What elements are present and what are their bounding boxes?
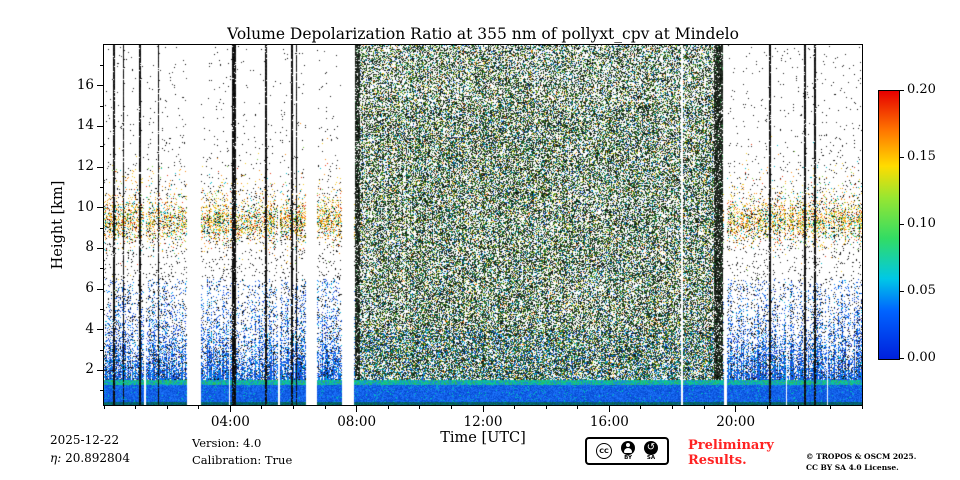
y-tick-label: 10 <box>76 198 94 215</box>
colorbar <box>878 90 900 360</box>
x-tick-label: 20:00 <box>716 414 756 430</box>
x-major-tick <box>229 406 231 412</box>
version-label: Version: 4.0 <box>192 436 262 450</box>
y-minor-tick <box>100 390 103 392</box>
x-minor-tick <box>293 406 294 409</box>
x-minor-tick <box>577 406 579 409</box>
x-minor-tick <box>198 406 200 409</box>
x-minor-tick <box>419 406 421 409</box>
y-tick-label: 12 <box>76 158 94 175</box>
colorbar-tick <box>900 89 904 91</box>
copyright-line2: CC BY SA 4.0 License. <box>806 462 899 472</box>
colorbar-tick-label: 0.00 <box>907 349 936 365</box>
x-tick-label: 12:00 <box>463 414 503 430</box>
person-icon <box>621 440 635 455</box>
person-head <box>626 443 630 448</box>
x-axis-label: Time [UTC] <box>440 430 526 446</box>
x-minor-tick <box>103 406 105 409</box>
colorbar-tick-label: 0.05 <box>907 282 936 298</box>
y-minor-tick <box>100 268 103 270</box>
colorbar-tick <box>900 290 904 292</box>
colorbar-tick <box>900 156 904 158</box>
copyright-note: © TROPOS & OSCM 2025. CC BY SA 4.0 Licen… <box>806 452 936 473</box>
cc-logo-circle: CC <box>596 443 612 459</box>
calibration-label: Calibration: True <box>192 453 293 467</box>
eta-value: 20.892804 <box>65 451 130 465</box>
date-label: 2025-12-22 <box>50 433 120 447</box>
y-major-tick <box>97 288 103 290</box>
x-minor-tick <box>387 406 389 409</box>
x-minor-tick <box>261 406 263 409</box>
x-tick-label: 04:00 <box>210 414 250 430</box>
eta-symbol: η: <box>50 451 62 465</box>
x-minor-tick <box>766 406 768 409</box>
cc-icon: CC <box>596 443 612 459</box>
x-minor-tick <box>672 406 673 409</box>
y-tick-label: 4 <box>85 320 94 337</box>
colorbar-tick-label: 0.10 <box>907 215 936 231</box>
colorbar-tick <box>900 357 904 359</box>
plot-area <box>103 44 863 406</box>
sa-circle: ↺ <box>644 440 658 455</box>
x-major-tick <box>482 406 484 412</box>
cc-by-icon: BY <box>621 440 635 462</box>
y-minor-tick <box>100 349 103 351</box>
person-body <box>624 447 632 453</box>
y-minor-tick <box>100 146 103 148</box>
y-tick-label: 16 <box>76 76 94 93</box>
colorbar-tick-label: 0.15 <box>907 148 936 164</box>
y-tick-label: 2 <box>85 361 94 378</box>
y-major-tick <box>97 207 103 209</box>
x-minor-tick <box>514 406 516 409</box>
x-minor-tick <box>861 406 863 409</box>
preliminary-results-note: Preliminary Results. <box>688 438 774 469</box>
x-minor-tick <box>324 406 326 409</box>
cc-sa-icon: ↺ SA <box>644 440 658 462</box>
sa-arrow-icon: ↺ <box>646 441 656 453</box>
x-tick-label: 16:00 <box>589 414 629 430</box>
y-major-tick <box>97 166 103 168</box>
cc-license-badge: CC BY ↺ SA <box>585 437 669 465</box>
x-minor-tick <box>545 406 547 409</box>
y-minor-tick <box>100 227 103 229</box>
x-minor-tick <box>829 406 831 409</box>
cc-by-label: BY <box>624 454 632 461</box>
y-minor-tick <box>100 186 103 188</box>
y-major-tick <box>97 85 103 87</box>
colorbar-tick-label: 0.20 <box>907 81 936 97</box>
y-major-tick <box>97 369 103 371</box>
colorbar-tick <box>900 223 904 225</box>
y-tick-label: 14 <box>76 117 94 134</box>
y-major-tick <box>97 247 103 249</box>
eta-annotation: η: 20.892804 <box>50 451 130 465</box>
x-minor-tick <box>798 406 800 409</box>
y-major-tick <box>97 125 103 127</box>
x-major-tick <box>356 406 358 412</box>
y-minor-tick <box>100 105 103 107</box>
y-tick-label: 8 <box>85 239 94 256</box>
x-minor-tick <box>640 406 642 409</box>
y-minor-tick <box>100 64 103 66</box>
x-major-tick <box>735 406 737 412</box>
cc-sa-label: SA <box>646 454 656 461</box>
depolarization-heatmap <box>104 45 862 405</box>
x-minor-tick <box>703 406 705 409</box>
x-tick-label: 08:00 <box>337 414 377 430</box>
chart-title: Volume Depolarization Ratio at 355 nm of… <box>227 25 739 43</box>
x-minor-tick <box>135 406 137 409</box>
x-major-tick <box>608 406 610 412</box>
y-minor-tick <box>100 308 103 310</box>
y-major-tick <box>97 329 103 331</box>
y-tick-label: 6 <box>85 280 94 297</box>
x-minor-tick <box>450 406 452 409</box>
y-axis-label: Height [km] <box>50 180 66 270</box>
copyright-line1: © TROPOS & OSCM 2025. <box>806 452 917 461</box>
x-minor-tick <box>166 406 168 409</box>
